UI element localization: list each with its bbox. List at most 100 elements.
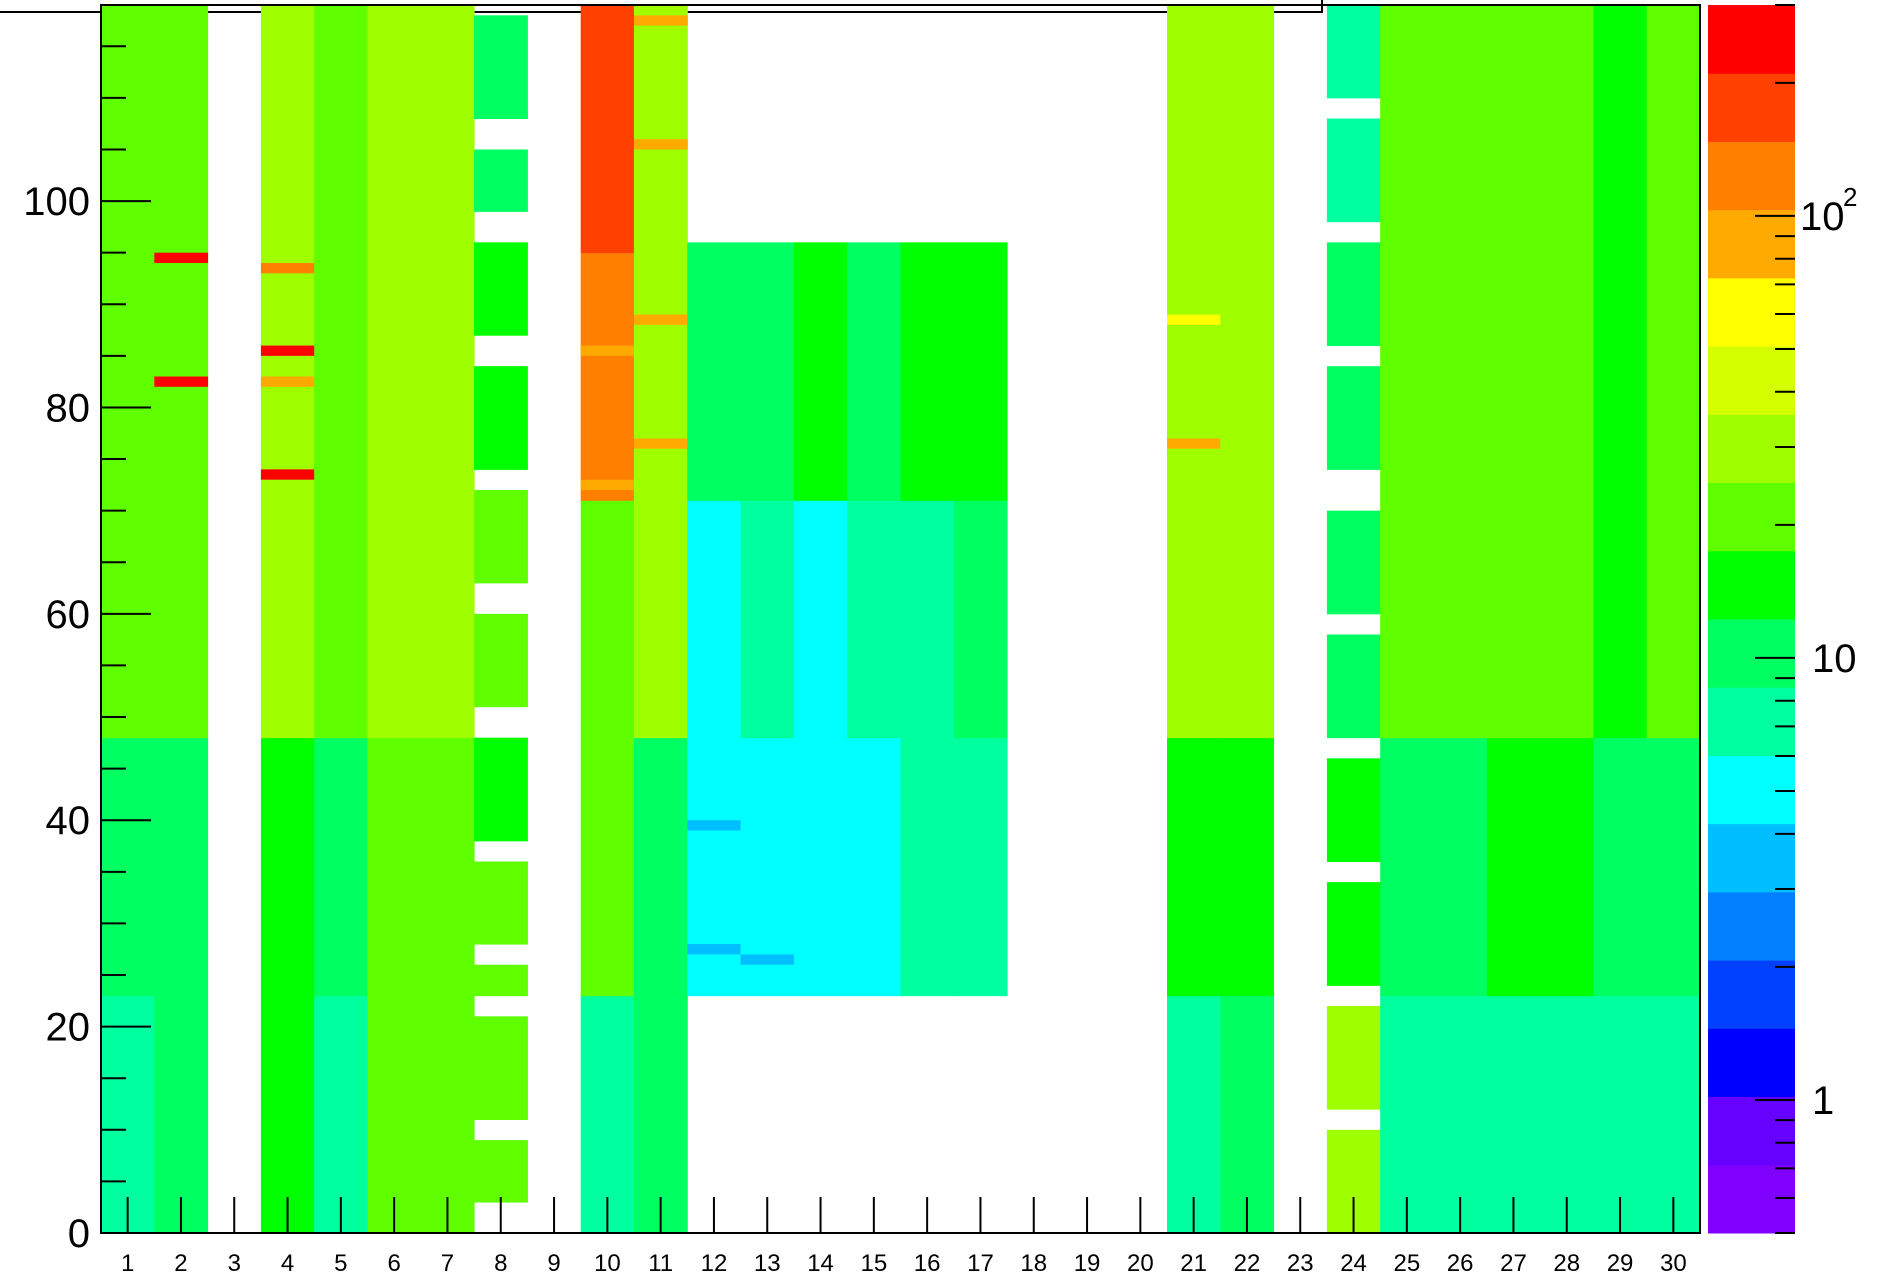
heatmap-cell xyxy=(580,5,635,254)
x-tick-label: 14 xyxy=(807,1250,834,1272)
color-bar-segment xyxy=(1708,414,1795,484)
heatmap-cell xyxy=(474,242,528,336)
heatmap-cell xyxy=(1540,737,1594,997)
heatmap-cell xyxy=(1433,737,1488,997)
heatmap-cell xyxy=(1646,5,1701,739)
x-tick-label: 8 xyxy=(494,1250,507,1272)
x-tick-label: 10 xyxy=(594,1250,621,1272)
heatmap-cell xyxy=(1433,5,1488,739)
heatmap-cell xyxy=(474,1140,528,1203)
heatmap-cell xyxy=(687,242,742,501)
heatmap-cell xyxy=(1380,5,1434,739)
heatmap-cell xyxy=(1326,510,1381,615)
color-bar-segment xyxy=(1708,346,1795,415)
x-tick-label: 1 xyxy=(121,1250,134,1272)
color-bar-segment xyxy=(1708,482,1795,552)
heatmap-cell xyxy=(1593,995,1648,1234)
x-tick-label: 22 xyxy=(1234,1250,1261,1272)
heatmap-cell xyxy=(1326,366,1381,470)
heatmap-cell xyxy=(420,5,475,739)
x-tick-label: 6 xyxy=(387,1250,400,1272)
heatmap-cell xyxy=(260,376,315,387)
color-bar-label-exponent: 2 xyxy=(1843,182,1857,212)
color-bar-segment xyxy=(1708,141,1795,211)
heatmap-cell xyxy=(474,861,528,945)
heatmap-cells xyxy=(101,5,1701,1234)
y-axis: 0 20 40 60 80 100 xyxy=(23,45,151,1256)
x-tick-label: 3 xyxy=(228,1250,241,1272)
x-tick-label: 16 xyxy=(914,1250,941,1272)
heatmap-cell xyxy=(740,954,795,965)
heatmap-cell xyxy=(953,737,1008,997)
heatmap-cell xyxy=(1326,634,1381,739)
y-tick-label: 40 xyxy=(46,799,91,843)
y-tick-label: 100 xyxy=(23,180,90,224)
heatmap-cell xyxy=(474,149,528,212)
heatmap-cell xyxy=(420,737,475,1234)
plot-frame xyxy=(100,4,1701,1234)
heatmap-cell xyxy=(740,242,795,501)
heatmap-cell xyxy=(314,995,368,1234)
heatmap-cell xyxy=(847,500,901,739)
heatmap-cell xyxy=(1540,5,1594,739)
heatmap-cell xyxy=(260,345,315,356)
x-tick-label: 17 xyxy=(967,1250,994,1272)
color-bar-segment xyxy=(1708,73,1795,142)
heatmap-cell xyxy=(1540,995,1594,1234)
heatmap-cell xyxy=(580,995,635,1234)
color-bar-segment xyxy=(1708,1164,1795,1234)
y-tick-label: 0 xyxy=(68,1212,90,1256)
heatmap-cell xyxy=(474,366,528,470)
plot-border xyxy=(100,4,1701,1234)
color-bar-segment xyxy=(1708,755,1795,825)
heatmap-cell xyxy=(474,613,528,708)
heatmap-cell xyxy=(1326,118,1381,223)
heatmap-cell xyxy=(474,15,528,120)
y-tick-label: 80 xyxy=(46,386,91,430)
heatmap-cell xyxy=(634,438,688,449)
heatmap-cell xyxy=(1326,882,1381,986)
heatmap-cell xyxy=(260,5,315,739)
heatmap-cell xyxy=(1167,995,1221,1234)
heatmap-cell xyxy=(314,737,368,997)
heatmap-cell xyxy=(687,500,742,739)
heatmap-cell xyxy=(900,500,955,739)
x-tick-label: 12 xyxy=(701,1250,728,1272)
x-tick-label: 23 xyxy=(1287,1250,1314,1272)
heatmap-cell xyxy=(1486,5,1541,739)
x-tick-label: 26 xyxy=(1447,1250,1474,1272)
heatmap-cell xyxy=(634,139,688,150)
heatmap-cell xyxy=(580,500,635,997)
y-tick-label: 60 xyxy=(46,593,91,637)
heatmap-cell xyxy=(580,479,635,491)
x-tick-label: 20 xyxy=(1127,1250,1154,1272)
heatmap-cell xyxy=(847,737,901,997)
heatmap-cell xyxy=(1593,737,1648,997)
heatmap-cell xyxy=(634,15,688,26)
heatmap-cell xyxy=(793,737,848,997)
heatmap-cell xyxy=(580,345,635,356)
color-bar-label: 1 xyxy=(1812,1079,1834,1123)
heatmap-cell xyxy=(634,737,688,997)
heatmap-cell xyxy=(154,252,209,263)
heatmap-cell xyxy=(793,242,848,501)
heatmap-cell xyxy=(740,737,795,997)
heatmap-cell xyxy=(154,376,209,387)
heatmap-cell xyxy=(101,737,155,997)
x-tick-label: 30 xyxy=(1660,1250,1687,1272)
heatmap-cell xyxy=(953,242,1008,501)
heatmap-cell xyxy=(154,995,209,1234)
heatmap-cell xyxy=(687,737,742,997)
heatmap-cell xyxy=(1433,995,1488,1234)
heatmap-cell xyxy=(1326,1005,1381,1110)
heatmap-cell xyxy=(1220,737,1275,997)
heatmap-cell xyxy=(314,5,368,739)
color-bar-segment xyxy=(1708,1028,1795,1098)
heatmap-cell xyxy=(793,500,848,739)
heatmap-cell xyxy=(1326,242,1381,347)
x-tick-label: 4 xyxy=(281,1250,294,1272)
color-bar-segment xyxy=(1708,277,1795,347)
heatmap-cell xyxy=(1167,438,1221,449)
